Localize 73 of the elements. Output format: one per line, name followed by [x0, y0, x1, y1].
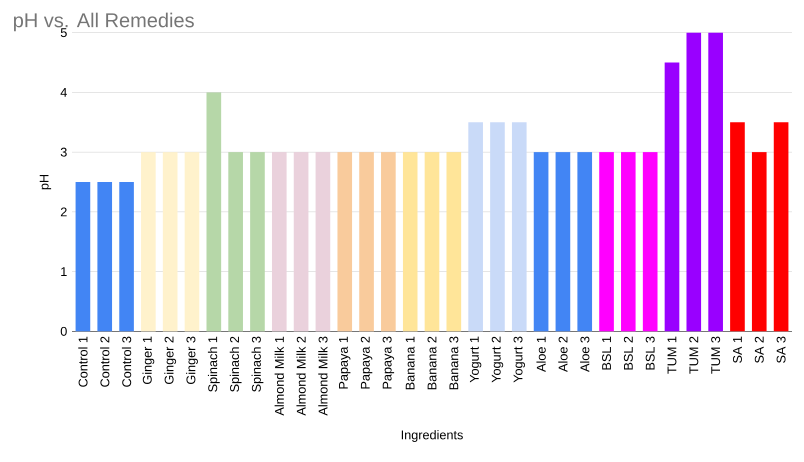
x-tick-label: BSL 2	[624, 336, 633, 370]
x-tick-label: Ginger 1	[142, 336, 154, 384]
bar	[359, 152, 374, 332]
bar	[577, 152, 592, 332]
bar	[752, 152, 767, 332]
bar	[490, 122, 505, 332]
bar	[556, 152, 570, 332]
x-tick-label: BSL 1	[602, 336, 612, 370]
x-tick-label: Yogurt 1	[470, 336, 482, 382]
bar	[272, 152, 287, 332]
x-tick-label: SA 2	[754, 336, 764, 363]
y-tick-label: 3	[60, 148, 67, 157]
bar	[424, 152, 440, 332]
bar	[512, 122, 527, 332]
bar	[730, 122, 745, 332]
y-tick-label: 1	[61, 267, 67, 276]
bar	[119, 182, 134, 332]
bar	[76, 182, 90, 332]
x-tick-label: Yogurt 3	[514, 336, 526, 382]
x-tick-label: TUM 1	[668, 336, 676, 374]
x-axis-title: Ingredients	[402, 430, 463, 442]
bar	[534, 152, 548, 332]
x-tick-label: Banana 3	[449, 336, 458, 390]
bar	[642, 152, 658, 332]
bar	[228, 152, 243, 332]
x-tick-label: Banana 2	[428, 336, 436, 390]
x-tick-label: Ginger 3	[186, 336, 198, 384]
bar	[206, 92, 222, 332]
y-axis-title: pH	[40, 174, 52, 190]
y-tick-label: 0	[60, 326, 67, 336]
x-tick-label: Almond Milk 1	[274, 336, 284, 416]
x-tick-label: Yogurt 2	[492, 336, 504, 382]
bar	[708, 32, 723, 332]
x-tick-label: Aloe 2	[558, 336, 568, 372]
bar	[686, 32, 702, 332]
x-tick-label: Aloe 3	[580, 336, 590, 372]
bar	[316, 152, 330, 332]
x-tick-label: Control 1	[78, 336, 88, 387]
x-tick-label: TUM 2	[689, 336, 698, 374]
x-tick-label: Banana 1	[406, 336, 415, 390]
y-tick-label: 4	[60, 88, 67, 97]
bar	[664, 62, 680, 332]
bar	[141, 152, 156, 332]
x-tick-label: SA 3	[776, 336, 786, 363]
x-tick-label: Control 3	[122, 336, 132, 387]
x-tick-label: Papaya 3	[382, 336, 394, 389]
bar	[446, 152, 462, 332]
x-tick-label: Papaya 2	[360, 336, 372, 389]
x-tick-label: BSL 3	[646, 336, 655, 370]
x-tick-label: Almond Milk 3	[318, 336, 328, 416]
bar	[97, 182, 112, 332]
bar	[599, 152, 614, 332]
bar	[774, 122, 788, 332]
x-tick-label: Spinach 2	[230, 336, 242, 392]
x-tick-label: Ginger 2	[164, 336, 176, 384]
bar	[337, 152, 352, 332]
x-tick-label: Spinach 1	[208, 336, 220, 392]
x-tick-label: Control 2	[100, 336, 110, 387]
x-tick-label: Aloe 1	[536, 336, 546, 372]
bar	[381, 152, 396, 332]
x-tick-label: Almond Milk 2	[296, 336, 306, 416]
bar	[250, 152, 265, 332]
y-tick-label: 2	[60, 207, 67, 216]
x-tick-label: TUM 3	[711, 336, 720, 374]
bar	[162, 152, 178, 332]
x-tick-label: SA 1	[732, 336, 742, 363]
bar	[184, 152, 200, 332]
bar	[294, 152, 308, 332]
bar	[468, 122, 483, 332]
x-tick-label: Spinach 3	[252, 336, 264, 392]
x-tick-label: Papaya 1	[339, 336, 350, 389]
bar	[402, 152, 418, 332]
bar	[621, 152, 636, 332]
